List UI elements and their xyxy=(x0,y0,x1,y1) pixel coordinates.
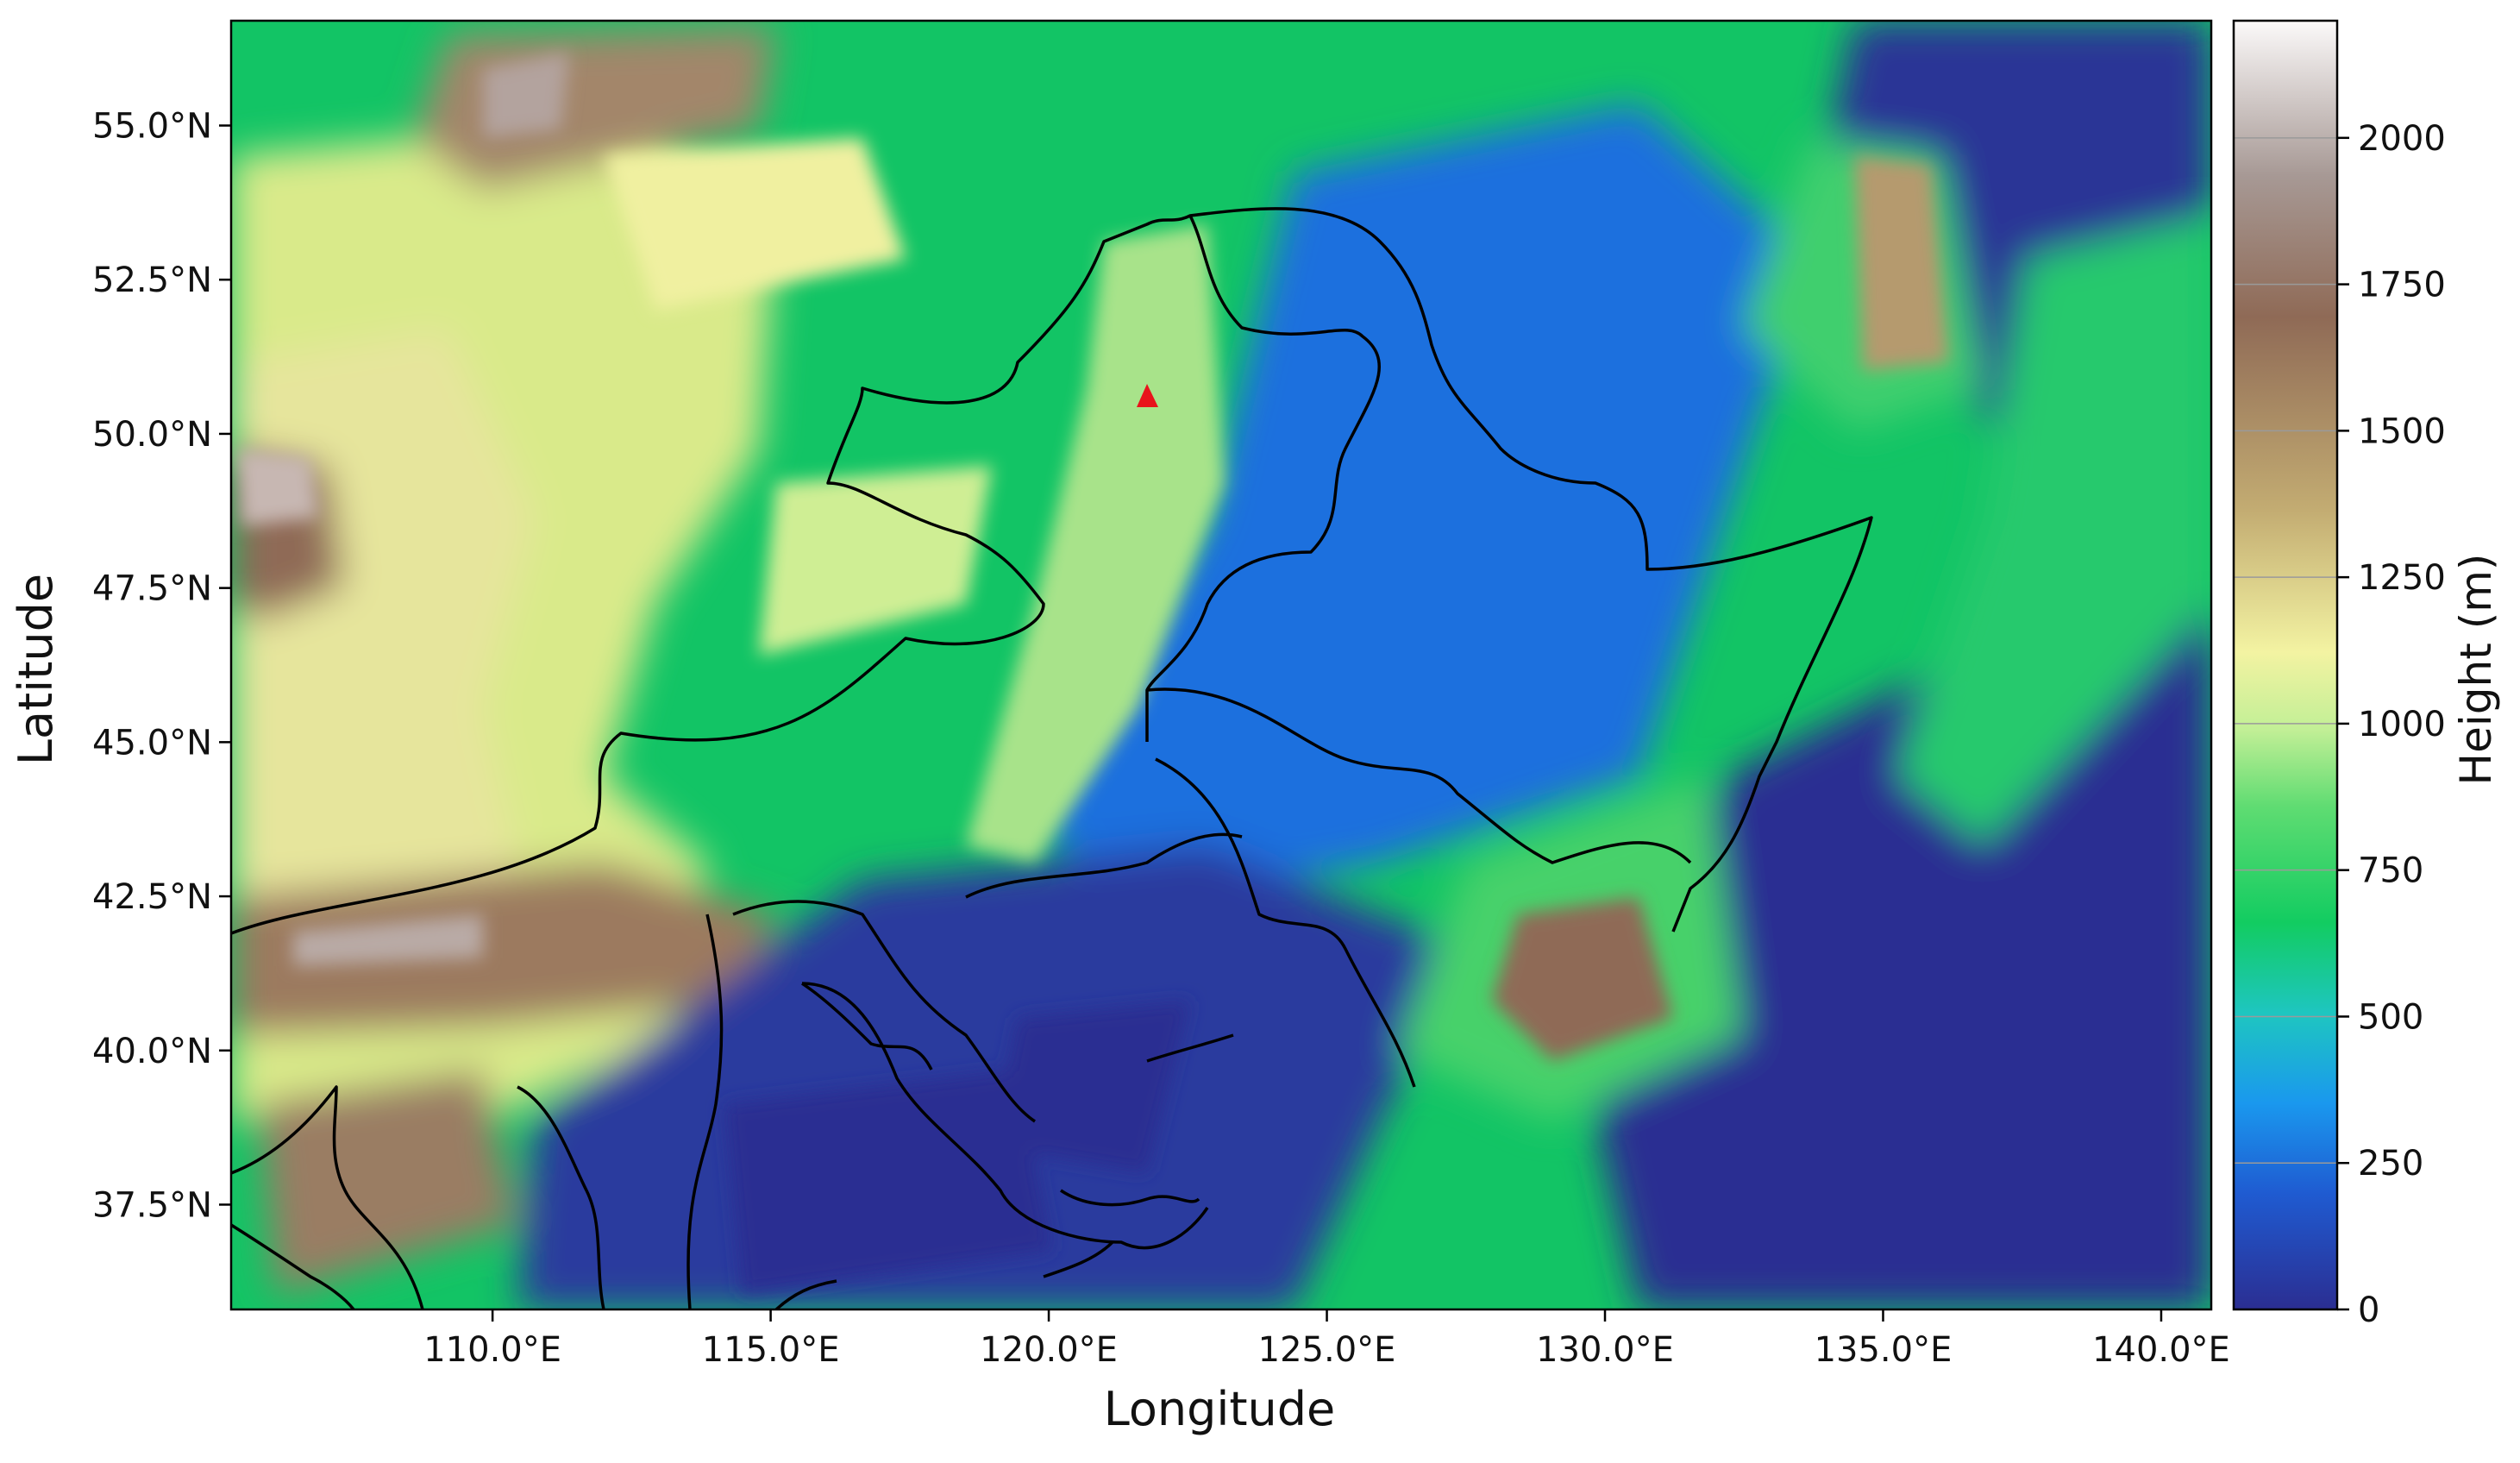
white-peak-southwest xyxy=(293,914,483,966)
yellow-ridge-1 xyxy=(604,138,906,311)
x-tick-label: 135.0°E xyxy=(1815,1330,1953,1370)
province-border-1 xyxy=(1145,215,1381,742)
y-tick-label: 40.0°N xyxy=(92,1032,212,1071)
y-tick-label: 55.0°N xyxy=(92,107,212,147)
province-border-15 xyxy=(1043,1240,1114,1278)
yellow-ridge-2 xyxy=(759,466,992,656)
province-border-9 xyxy=(517,1085,605,1309)
boundary-lines xyxy=(231,207,1873,1309)
province-border-14 xyxy=(1146,1033,1234,1063)
province-border-2 xyxy=(1146,688,1692,864)
colorbar-label: Height (m) xyxy=(2451,554,2501,786)
bohai-sea xyxy=(724,1070,1052,1294)
y-tick-label: 47.5°N xyxy=(92,569,212,609)
y-tick-label: 45.0°N xyxy=(92,723,212,763)
x-tick-label: 140.0°E xyxy=(2092,1330,2230,1370)
international-border xyxy=(231,207,1873,935)
colorbar-tick-label: 750 xyxy=(2358,851,2423,891)
x-tick-label: 115.0°E xyxy=(702,1330,840,1370)
colorbar-tick-label: 1750 xyxy=(2358,266,2446,305)
x-tick-label: 125.0°E xyxy=(1258,1330,1396,1370)
x-tick-label: 110.0°E xyxy=(423,1330,561,1370)
province-border-13 xyxy=(1060,1189,1200,1207)
province-border-11 xyxy=(231,1223,355,1309)
colorbar-frame xyxy=(2232,19,2339,1311)
terrain-map xyxy=(231,21,2211,1309)
x-tick-label: 130.0°E xyxy=(1536,1330,1674,1370)
y-axis-ticks: 37.5°N 40.0°N 42.5°N 45.0°N 47.5°N 50.0°N 52.5… xyxy=(92,107,231,1225)
colorbar-tick-label: 500 xyxy=(2358,997,2423,1037)
y-tick-label: 50.0°N xyxy=(92,415,212,455)
mountain-region-south xyxy=(259,1070,517,1294)
map-frame xyxy=(229,19,2213,1311)
y-tick-label: 42.5°N xyxy=(92,877,212,917)
y-axis-label: Latitude xyxy=(9,574,63,765)
greater-khingan-ridge xyxy=(966,224,1225,863)
colorbar-tick-label: 2000 xyxy=(2358,119,2446,159)
white-peak-north xyxy=(483,52,569,138)
colorbar-tick-label: 1000 xyxy=(2358,705,2446,744)
changbai-peak-area xyxy=(1492,897,1673,1061)
white-peak-west-1 xyxy=(237,449,319,526)
liaodong-bay-sea xyxy=(992,1001,1190,1173)
province-border-8 xyxy=(801,982,933,1071)
province-border-12 xyxy=(774,1279,837,1309)
eastern-range-region xyxy=(1897,216,2211,845)
province-border-6 xyxy=(686,914,724,1309)
province-border-7 xyxy=(801,982,1209,1250)
x-axis-ticks: 110.0°E 115.0°E 120.0°E 125.0°E 130.0°E 135.0… xyxy=(423,1309,2230,1370)
northeast-plain-region xyxy=(1035,104,1811,906)
y-tick-label: 52.5°N xyxy=(92,261,212,300)
colorbar-ticks: 0 250 500 750 1000 1250 1500 1750 2000 xyxy=(2234,119,2446,1330)
colorbar-tick-label: 1250 xyxy=(2358,558,2446,598)
colorbar-tick-label: 1500 xyxy=(2358,411,2446,451)
x-tick-label: 120.0°E xyxy=(980,1330,1118,1370)
province-border-10 xyxy=(231,1085,424,1309)
province-border-3 xyxy=(1155,757,1416,1088)
province-border-5 xyxy=(732,900,1036,1123)
site-marker-triangle xyxy=(1137,384,1158,407)
x-axis-label: Longitude xyxy=(1104,1382,1336,1436)
mountain-region-southwest xyxy=(231,863,776,1035)
colorbar: 0 250 500 750 1000 1250 1500 1750 2000 Height (m… xyxy=(2232,19,2501,1330)
province-border-4 xyxy=(965,832,1243,899)
y-tick-label: 37.5°N xyxy=(92,1185,212,1225)
colorbar-gradient xyxy=(2234,21,2337,1309)
sikhote-alin-peaks xyxy=(1854,155,1949,371)
colorbar-tick-label: 250 xyxy=(2358,1144,2423,1184)
colorbar-tick-label: 0 xyxy=(2358,1290,2379,1330)
